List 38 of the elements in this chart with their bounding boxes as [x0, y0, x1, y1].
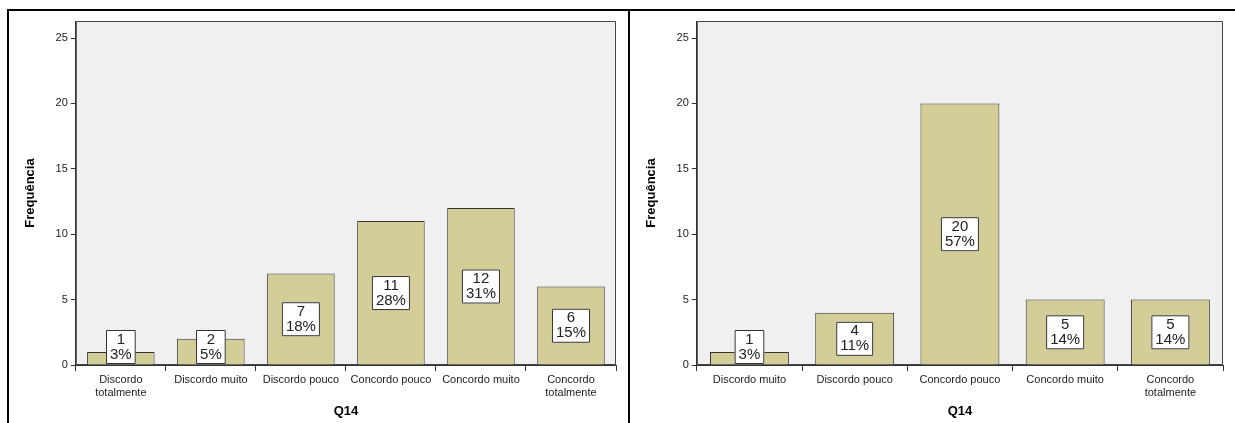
x-axis-title: Q14	[947, 402, 973, 418]
x-tick-label: Concordo totalmente	[1144, 372, 1197, 398]
data-label: 5 14%	[1155, 314, 1186, 347]
data-label: 6 15%	[555, 308, 586, 341]
y-tick-label: 25	[676, 31, 689, 44]
y-tick-label: 5	[61, 292, 68, 305]
x-tick-label: Discordo muito	[712, 372, 787, 385]
y-tick-label: 15	[55, 161, 68, 174]
x-axis-title: Q14	[333, 402, 359, 418]
data-label: 20 57%	[944, 216, 975, 249]
y-tick-label: 20	[55, 96, 68, 109]
data-label: 1 3%	[738, 329, 761, 362]
x-tick-label: Concordo muito	[1026, 372, 1104, 385]
x-tick-label: Discordo totalmente	[95, 372, 147, 398]
data-label: 11 28%	[375, 275, 406, 308]
y-tick-label: 0	[61, 358, 68, 371]
data-label: 7 18%	[285, 301, 316, 334]
y-tick-label: 0	[682, 358, 689, 371]
y-tick-label: 25	[55, 31, 68, 44]
x-tick-label: Concordo totalmente	[545, 372, 597, 398]
data-label: 2 5%	[200, 329, 222, 362]
x-tick-label: Discordo pouco	[262, 372, 340, 385]
y-tick-label: 5	[682, 292, 689, 305]
x-tick-label: Concordo muito	[442, 372, 520, 385]
y-axis-title: Frequência	[643, 157, 659, 228]
x-tick-label: Discordo pouco	[816, 372, 893, 385]
y-tick-label: 15	[676, 161, 689, 174]
data-label: 4 11%	[840, 321, 870, 354]
y-tick-label: 20	[676, 96, 689, 109]
y-tick-label: 10	[676, 227, 689, 240]
x-tick-label: Concordo pouco	[919, 372, 1001, 385]
data-label: 12 31%	[465, 269, 496, 302]
y-axis-title: Frequência	[22, 157, 38, 228]
y-tick-label: 10	[55, 227, 68, 240]
data-label: 1 3%	[110, 329, 132, 362]
x-tick-label: Concordo pouco	[350, 372, 432, 385]
data-label: 5 14%	[1050, 314, 1081, 347]
x-tick-label: Discordo muito	[174, 372, 248, 385]
